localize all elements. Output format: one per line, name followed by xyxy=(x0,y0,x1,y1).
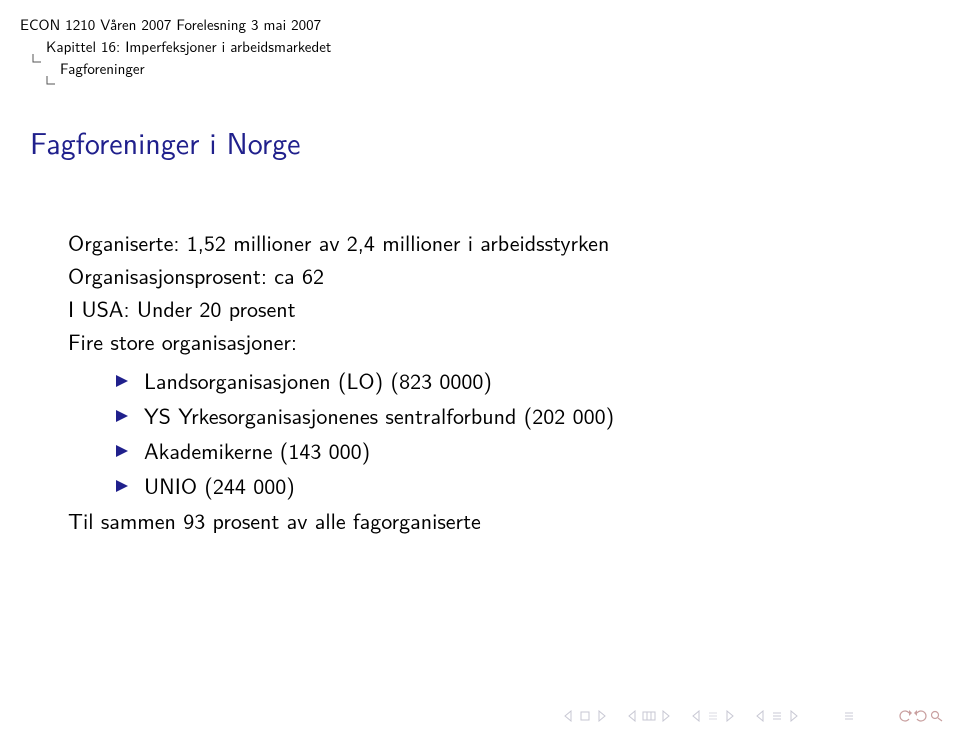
list-item: UNIO (244 000) xyxy=(116,469,900,502)
triangle-bullet-icon xyxy=(116,475,134,497)
triangle-bullet-icon xyxy=(116,370,134,392)
nav-forward-icon[interactable] xyxy=(914,709,928,723)
nav-next-subsection-icon[interactable] xyxy=(722,709,736,723)
nav-subsection-group xyxy=(690,709,736,723)
list-item: Landsorganisasjonen (LO) (823 0000) xyxy=(116,364,900,397)
nav-next-section-icon[interactable] xyxy=(786,709,800,723)
nav-slide-group xyxy=(562,709,608,723)
list-item-label: Landsorganisasjonen (LO) (823 0000) xyxy=(144,364,492,397)
nav-frame-icon[interactable] xyxy=(642,709,656,723)
breadcrumb-level-2: Kapittel 16: Imperfeksjoner i arbeidsmar… xyxy=(34,36,331,58)
nav-backforward-group xyxy=(898,709,944,723)
nav-prev-slide-icon[interactable] xyxy=(562,709,576,723)
list-item-label: Akademikerne (143 000) xyxy=(144,434,370,467)
body-line: Organiserte: 1,52 millioner av 2,4 milli… xyxy=(68,226,900,259)
body-line: I USA: Under 20 prosent xyxy=(68,292,900,325)
nav-slide-icon[interactable] xyxy=(578,709,592,723)
body-line: Organisasjonsprosent: ca 62 xyxy=(68,259,900,292)
beamer-nav xyxy=(562,709,944,723)
body-line: Til sammen 93 prosent av alle fagorganis… xyxy=(68,504,900,537)
slide-title: Fagforeninger i Norge xyxy=(30,120,300,164)
triangle-bullet-icon xyxy=(116,405,134,427)
nav-doc-icon[interactable] xyxy=(842,709,856,723)
body-line: Fire store organisasjoner: xyxy=(68,325,900,358)
nav-next-frame-icon[interactable] xyxy=(658,709,672,723)
breadcrumb-level-1: ECON 1210 Våren 2007 Forelesning 3 mai 2… xyxy=(20,14,331,36)
nav-prev-subsection-icon[interactable] xyxy=(690,709,704,723)
nav-search-icon[interactable] xyxy=(930,709,944,723)
bullet-list: Landsorganisasjonen (LO) (823 0000) YS Y… xyxy=(116,364,900,502)
nav-next-slide-icon[interactable] xyxy=(594,709,608,723)
list-item: YS Yrkesorganisasjonenes sentralforbund … xyxy=(116,399,900,432)
nav-prev-section-icon[interactable] xyxy=(754,709,768,723)
nav-section-icon[interactable] xyxy=(770,709,784,723)
list-item: Akademikerne (143 000) xyxy=(116,434,900,467)
nav-prev-frame-icon[interactable] xyxy=(626,709,640,723)
nav-frame-group xyxy=(626,709,672,723)
breadcrumb: ECON 1210 Våren 2007 Forelesning 3 mai 2… xyxy=(20,14,331,79)
list-item-label: YS Yrkesorganisasjonenes sentralforbund … xyxy=(144,399,614,432)
triangle-bullet-icon xyxy=(116,440,134,462)
breadcrumb-level-2-text: Kapittel 16: Imperfeksjoner i arbeidsmar… xyxy=(46,35,331,57)
nav-section-group xyxy=(754,709,800,723)
list-item-label: UNIO (244 000) xyxy=(144,469,295,502)
nav-subsection-icon[interactable] xyxy=(706,709,720,723)
nav-back-icon[interactable] xyxy=(898,709,912,723)
breadcrumb-level-3: Fagforeninger xyxy=(48,58,331,80)
slide-body: Organiserte: 1,52 millioner av 2,4 milli… xyxy=(68,226,900,537)
breadcrumb-level-3-text: Fagforeninger xyxy=(60,57,145,79)
